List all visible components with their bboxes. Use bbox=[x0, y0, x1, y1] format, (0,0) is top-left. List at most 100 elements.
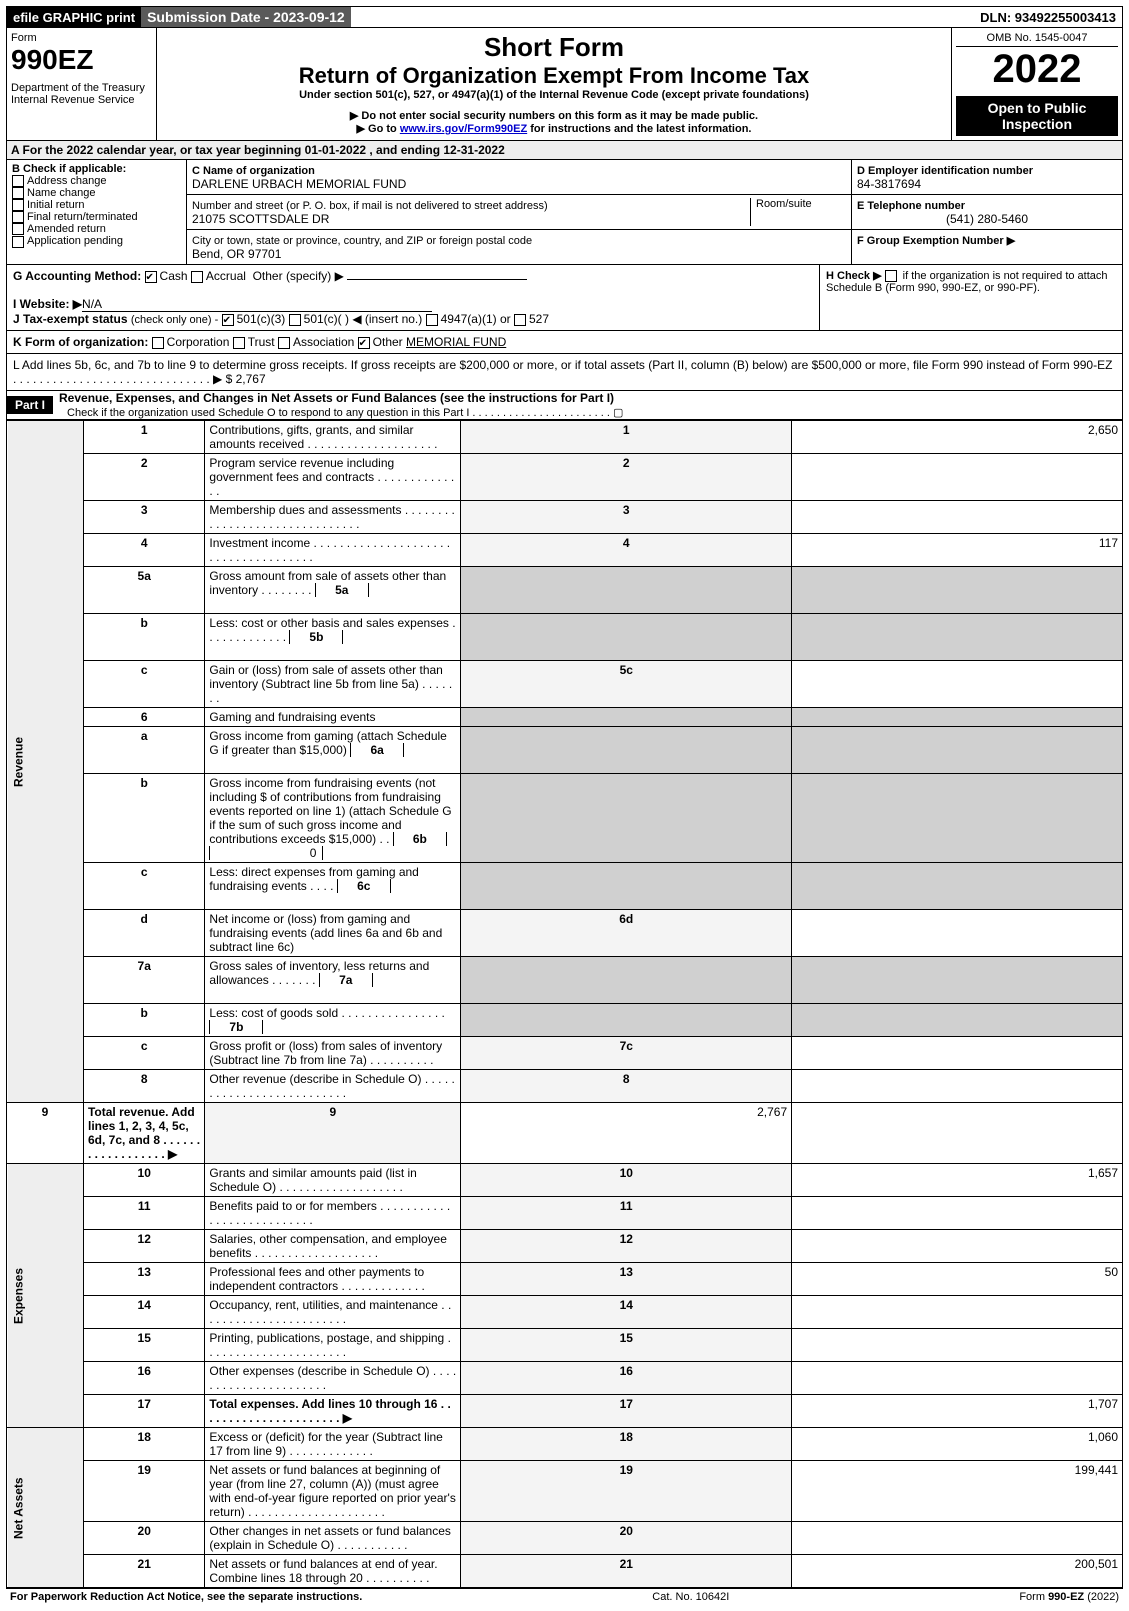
line-row: 21Net assets or fund balances at end of … bbox=[7, 1555, 1123, 1588]
line-value bbox=[792, 614, 1123, 661]
b-option: Address change bbox=[12, 175, 181, 187]
form-number: 990EZ bbox=[11, 44, 152, 76]
line-row: dNet income or (loss) from gaming and fu… bbox=[7, 910, 1123, 957]
line-row: 14Occupancy, rent, utilities, and mainte… bbox=[7, 1296, 1123, 1329]
h-checkbox[interactable] bbox=[885, 270, 897, 282]
website-value: N/A bbox=[82, 297, 432, 312]
line-desc: Professional fees and other payments to … bbox=[205, 1263, 461, 1296]
revenue-section-label: Revenue bbox=[7, 421, 84, 1103]
k-checkbox[interactable] bbox=[233, 337, 245, 349]
j-o2: 501(c)( ) ◀ (insert no.) bbox=[304, 312, 423, 326]
line-tag: 1 bbox=[461, 421, 792, 454]
line-number: b bbox=[83, 1004, 204, 1037]
line-tag: 8 bbox=[461, 1070, 792, 1103]
line-number: b bbox=[83, 614, 204, 661]
line-value bbox=[792, 567, 1123, 614]
b-checkbox[interactable] bbox=[12, 211, 24, 223]
footer-right: Form 990-EZ (2022) bbox=[1019, 1591, 1119, 1603]
line-desc: Program service revenue including govern… bbox=[205, 454, 461, 501]
goto-line: ▶ Go to www.irs.gov/Form990EZ for instru… bbox=[161, 122, 947, 135]
k-option: Association bbox=[278, 335, 358, 349]
k-other-value: MEMORIAL FUND bbox=[406, 335, 506, 349]
line-row: 16Other expenses (describe in Schedule O… bbox=[7, 1362, 1123, 1395]
line-value bbox=[792, 1230, 1123, 1263]
k-checkbox[interactable] bbox=[278, 337, 290, 349]
g-label: G Accounting Method: bbox=[13, 269, 141, 283]
line-tag bbox=[461, 1004, 792, 1037]
line-number: c bbox=[83, 863, 204, 910]
line-row: 9Total revenue. Add lines 1, 2, 3, 4, 5c… bbox=[7, 1103, 1123, 1164]
j-4947-checkbox[interactable] bbox=[426, 314, 438, 326]
b-option: Final return/terminated bbox=[12, 211, 181, 223]
page-footer: For Paperwork Reduction Act Notice, see … bbox=[6, 1588, 1123, 1605]
j-527-checkbox[interactable] bbox=[514, 314, 526, 326]
line-tag: 6d bbox=[461, 910, 792, 957]
line-value: 50 bbox=[792, 1263, 1123, 1296]
c-name-label: C Name of organization bbox=[192, 165, 315, 177]
line-row: 8Other revenue (describe in Schedule O) … bbox=[7, 1070, 1123, 1103]
goto-post: for instructions and the latest informat… bbox=[527, 123, 751, 135]
line-row: 4Investment income . . . . . . . . . . .… bbox=[7, 534, 1123, 567]
efile-label[interactable]: efile GRAPHIC print bbox=[7, 7, 141, 27]
accrual-checkbox[interactable] bbox=[191, 271, 203, 283]
k-label: K Form of organization: bbox=[13, 335, 148, 349]
gh-row: G Accounting Method: Cash Accrual Other … bbox=[6, 265, 1123, 331]
cash-label: Cash bbox=[160, 269, 188, 283]
return-title: Return of Organization Exempt From Incom… bbox=[161, 63, 947, 89]
line-desc: Membership dues and assessments . . . . … bbox=[205, 501, 461, 534]
line-desc: Investment income . . . . . . . . . . . … bbox=[205, 534, 461, 567]
line-number: 20 bbox=[83, 1522, 204, 1555]
line-row: bLess: cost of goods sold . . . . . . . … bbox=[7, 1004, 1123, 1037]
other-method-input[interactable] bbox=[347, 279, 527, 280]
submission-date: Submission Date - 2023-09-12 bbox=[141, 7, 351, 27]
j-501c-checkbox[interactable] bbox=[289, 314, 301, 326]
line-number: 10 bbox=[83, 1164, 204, 1197]
line-tag: 4 bbox=[461, 534, 792, 567]
line-number: 9 bbox=[7, 1103, 84, 1164]
b-checkbox[interactable] bbox=[12, 187, 24, 199]
line-row: bGross income from fundraising events (n… bbox=[7, 774, 1123, 863]
line-desc: Gross profit or (loss) from sales of inv… bbox=[205, 1037, 461, 1070]
section-c: C Name of organization DARLENE URBACH ME… bbox=[187, 160, 852, 264]
lines-table: Revenue1Contributions, gifts, grants, an… bbox=[6, 420, 1123, 1588]
line-row: 3Membership dues and assessments . . . .… bbox=[7, 501, 1123, 534]
b-checkbox[interactable] bbox=[12, 236, 24, 248]
line-number: 11 bbox=[83, 1197, 204, 1230]
line-value: 200,501 bbox=[792, 1555, 1123, 1588]
line-desc: Gain or (loss) from sale of assets other… bbox=[205, 661, 461, 708]
b-checkbox[interactable] bbox=[12, 223, 24, 235]
line-value: 1,060 bbox=[792, 1428, 1123, 1461]
k-other-checkbox[interactable] bbox=[358, 337, 370, 349]
line-desc: Total expenses. Add lines 10 through 16 … bbox=[205, 1395, 461, 1428]
under-section: Under section 501(c), 527, or 4947(a)(1)… bbox=[161, 89, 947, 101]
k-checkbox[interactable] bbox=[152, 337, 164, 349]
line-tag: 16 bbox=[461, 1362, 792, 1395]
line-desc: Gross amount from sale of assets other t… bbox=[205, 567, 461, 614]
line-number: c bbox=[83, 661, 204, 708]
i-label: I Website: ▶ bbox=[13, 297, 82, 311]
line-row: 7aGross sales of inventory, less returns… bbox=[7, 957, 1123, 1004]
line-value bbox=[792, 957, 1123, 1004]
line-desc: Gross income from gaming (attach Schedul… bbox=[205, 727, 461, 774]
line-number: 5a bbox=[83, 567, 204, 614]
line-desc: Net assets or fund balances at end of ye… bbox=[205, 1555, 461, 1588]
b-checkbox[interactable] bbox=[12, 175, 24, 187]
line-value: 1,657 bbox=[792, 1164, 1123, 1197]
line-number: d bbox=[83, 910, 204, 957]
line-value bbox=[792, 1070, 1123, 1103]
line-row: 5aGross amount from sale of assets other… bbox=[7, 567, 1123, 614]
form-header: Form 990EZ Department of the Treasury In… bbox=[6, 28, 1123, 141]
org-name: DARLENE URBACH MEMORIAL FUND bbox=[192, 177, 406, 191]
line-value bbox=[792, 1004, 1123, 1037]
b-label: B Check if applicable: bbox=[12, 163, 181, 175]
line-value: 199,441 bbox=[792, 1461, 1123, 1522]
j-501c3-checkbox[interactable] bbox=[222, 314, 234, 326]
open-public-box: Open to Public Inspection bbox=[956, 96, 1118, 136]
irs-link[interactable]: www.irs.gov/Form990EZ bbox=[400, 123, 527, 135]
line-desc: Other changes in net assets or fund bala… bbox=[205, 1522, 461, 1555]
line-value bbox=[792, 1037, 1123, 1070]
line-value bbox=[792, 910, 1123, 957]
line-tag: 13 bbox=[461, 1263, 792, 1296]
cash-checkbox[interactable] bbox=[145, 271, 157, 283]
b-checkbox[interactable] bbox=[12, 199, 24, 211]
